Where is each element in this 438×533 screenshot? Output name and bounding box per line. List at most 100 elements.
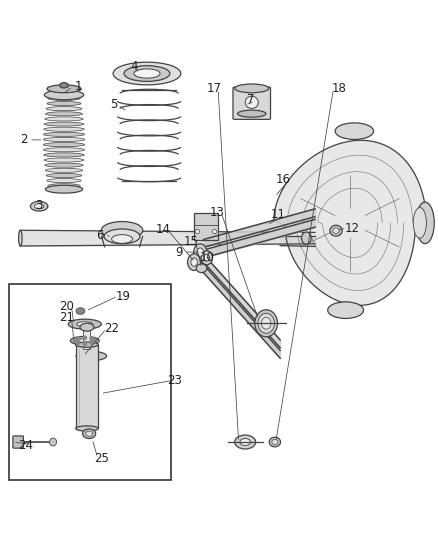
Text: 4: 4	[130, 60, 138, 73]
Text: 7: 7	[247, 93, 254, 106]
Circle shape	[90, 337, 93, 341]
Ellipse shape	[71, 336, 99, 345]
Ellipse shape	[245, 96, 258, 108]
Circle shape	[76, 337, 80, 341]
Ellipse shape	[272, 439, 278, 445]
Text: 13: 13	[210, 206, 225, 219]
Text: 11: 11	[271, 208, 286, 222]
Ellipse shape	[60, 83, 68, 88]
Ellipse shape	[45, 163, 83, 167]
Ellipse shape	[47, 101, 81, 106]
Ellipse shape	[43, 138, 85, 142]
Ellipse shape	[44, 158, 84, 162]
Ellipse shape	[86, 431, 93, 437]
Ellipse shape	[235, 435, 256, 449]
Ellipse shape	[240, 439, 251, 446]
Ellipse shape	[335, 123, 374, 140]
Ellipse shape	[113, 62, 181, 85]
Circle shape	[90, 341, 93, 344]
Ellipse shape	[44, 127, 84, 131]
Ellipse shape	[416, 202, 434, 244]
Text: 14: 14	[155, 223, 171, 236]
Ellipse shape	[191, 258, 198, 266]
Text: 17: 17	[206, 82, 221, 95]
Ellipse shape	[124, 66, 170, 82]
Text: 23: 23	[167, 374, 182, 386]
Ellipse shape	[187, 254, 201, 270]
Ellipse shape	[46, 168, 83, 172]
Ellipse shape	[46, 107, 82, 111]
Ellipse shape	[76, 308, 85, 314]
Text: 19: 19	[116, 290, 131, 303]
Ellipse shape	[76, 426, 98, 431]
Ellipse shape	[43, 148, 85, 152]
Text: 6: 6	[96, 229, 104, 241]
Ellipse shape	[48, 184, 80, 188]
Ellipse shape	[269, 437, 281, 447]
Ellipse shape	[44, 90, 84, 100]
Ellipse shape	[44, 122, 84, 126]
Text: 22: 22	[105, 322, 120, 335]
Ellipse shape	[47, 179, 81, 183]
Ellipse shape	[43, 132, 85, 136]
Circle shape	[74, 339, 77, 343]
Ellipse shape	[255, 310, 278, 337]
Text: 3: 3	[35, 199, 43, 212]
Ellipse shape	[83, 429, 95, 439]
Text: 24: 24	[18, 439, 34, 452]
Circle shape	[212, 229, 217, 234]
Text: 20: 20	[60, 300, 74, 313]
Text: 1: 1	[74, 79, 82, 93]
Circle shape	[76, 341, 80, 344]
Polygon shape	[274, 140, 426, 305]
Ellipse shape	[80, 323, 94, 331]
Ellipse shape	[258, 313, 275, 333]
Ellipse shape	[104, 229, 140, 244]
Text: 9: 9	[175, 246, 183, 259]
Text: 5: 5	[110, 98, 117, 110]
Text: 21: 21	[60, 311, 74, 324]
Ellipse shape	[30, 201, 48, 211]
Ellipse shape	[330, 225, 342, 236]
Ellipse shape	[237, 110, 266, 117]
Ellipse shape	[43, 142, 85, 147]
Ellipse shape	[328, 302, 364, 318]
Ellipse shape	[78, 339, 92, 343]
Ellipse shape	[194, 244, 207, 261]
Circle shape	[83, 336, 87, 340]
Bar	[84, 327, 91, 349]
Ellipse shape	[76, 351, 106, 361]
Text: 18: 18	[331, 82, 346, 95]
Ellipse shape	[261, 317, 271, 329]
Circle shape	[83, 342, 87, 345]
Ellipse shape	[101, 222, 143, 239]
Circle shape	[93, 339, 96, 343]
Ellipse shape	[235, 84, 269, 93]
Ellipse shape	[46, 173, 82, 177]
Ellipse shape	[112, 235, 133, 244]
Text: 10: 10	[199, 251, 214, 264]
Bar	[76, 345, 98, 429]
Ellipse shape	[44, 153, 84, 157]
Ellipse shape	[85, 354, 98, 358]
FancyBboxPatch shape	[13, 436, 23, 448]
Text: 25: 25	[94, 452, 109, 465]
Ellipse shape	[134, 69, 160, 78]
Ellipse shape	[201, 251, 212, 265]
Circle shape	[195, 229, 200, 234]
Ellipse shape	[46, 185, 83, 193]
Ellipse shape	[301, 232, 311, 244]
Ellipse shape	[413, 207, 426, 238]
Ellipse shape	[34, 204, 44, 209]
Ellipse shape	[18, 230, 22, 246]
Ellipse shape	[47, 85, 81, 93]
Ellipse shape	[48, 96, 80, 100]
Ellipse shape	[68, 319, 101, 329]
FancyBboxPatch shape	[233, 87, 271, 119]
Text: 12: 12	[344, 222, 359, 235]
Ellipse shape	[49, 438, 57, 446]
Ellipse shape	[45, 117, 83, 121]
Ellipse shape	[76, 342, 98, 348]
Ellipse shape	[204, 254, 210, 261]
Ellipse shape	[197, 248, 204, 256]
